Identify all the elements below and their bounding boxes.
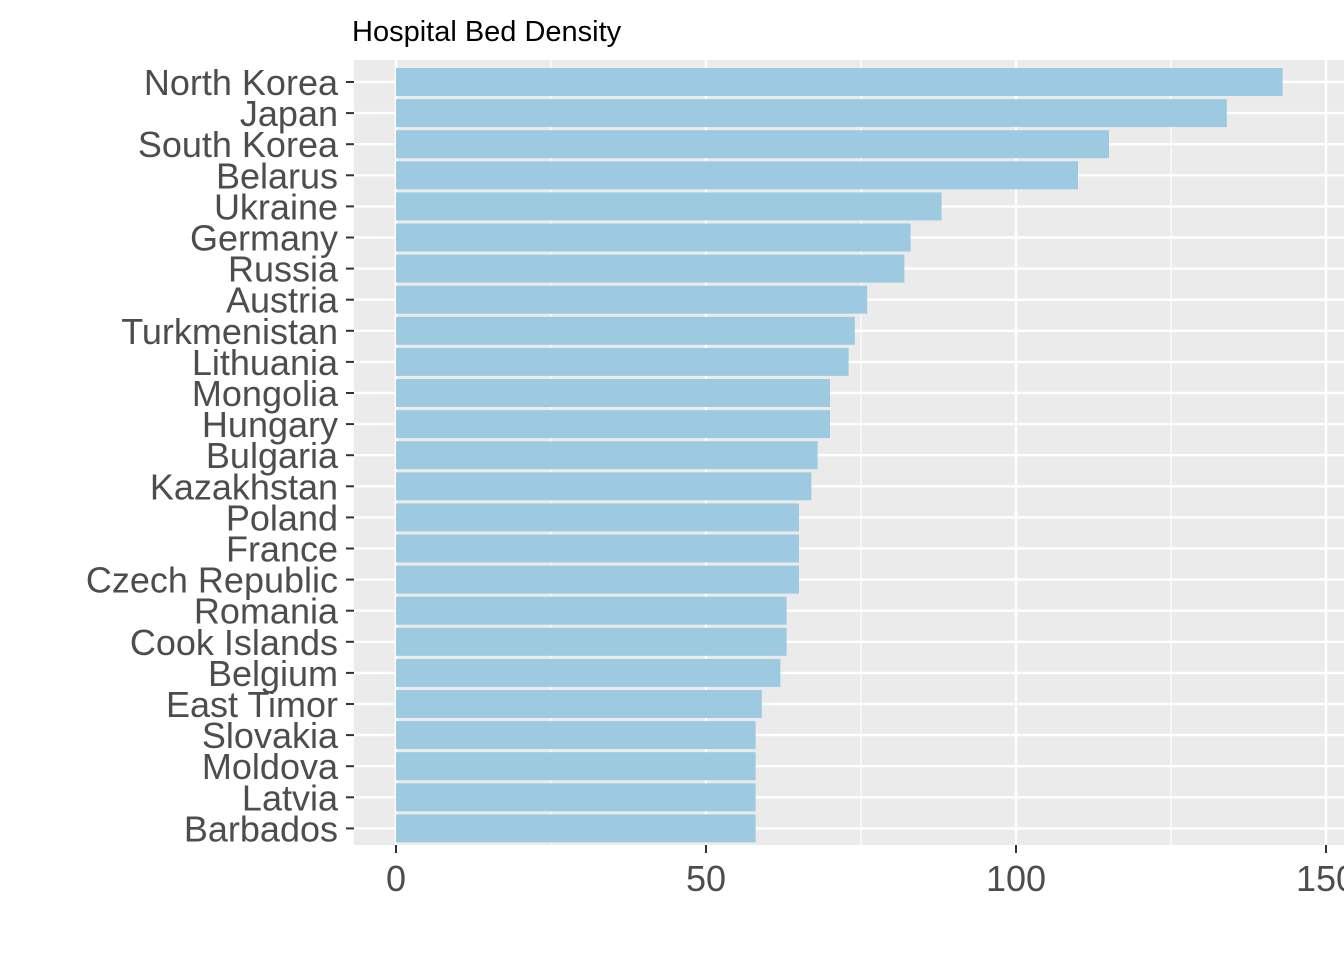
bar — [396, 627, 787, 656]
y-tick-label: Belarus — [216, 155, 338, 196]
bar — [396, 285, 868, 314]
bar — [396, 783, 756, 812]
y-tick-label: Russia — [228, 249, 339, 290]
y-tick-label: Germany — [190, 218, 338, 259]
y-tick-label: South Korea — [138, 124, 339, 165]
bar — [396, 565, 799, 594]
bars — [396, 68, 1283, 843]
y-tick-label: Bulgaria — [206, 435, 339, 476]
bar — [396, 721, 756, 750]
bar — [396, 441, 818, 470]
y-tick-label: Cook Islands — [130, 622, 338, 663]
y-tick-label: Ukraine — [214, 186, 338, 227]
bar — [396, 68, 1283, 96]
x-tick-label: 50 — [686, 858, 726, 899]
x-axis: 0 50 100 150 — [386, 845, 1344, 899]
y-tick-label: France — [226, 529, 338, 570]
bar — [396, 254, 905, 283]
bar — [396, 347, 849, 376]
bar — [396, 130, 1109, 159]
y-tick-label: Slovakia — [202, 715, 339, 756]
y-tick-label: Austria — [226, 280, 339, 321]
y-tick-label: Czech Republic — [86, 560, 338, 601]
y-tick-label: Lithuania — [192, 342, 339, 383]
x-tick-label: 150 — [1296, 858, 1344, 899]
bar — [396, 472, 812, 501]
x-tick-label: 0 — [386, 858, 406, 899]
bar — [396, 161, 1078, 190]
y-tick-label: Hungary — [202, 404, 338, 445]
y-tick-label: Turkmenistan — [121, 311, 338, 352]
bar — [396, 223, 911, 252]
y-tick-label: Japan — [240, 93, 338, 134]
y-tick-label: Romania — [194, 591, 339, 632]
bar — [396, 596, 787, 625]
bar — [396, 658, 781, 687]
bar — [396, 316, 855, 345]
x-tick-label: 100 — [986, 858, 1046, 899]
bar — [396, 410, 830, 439]
y-tick-label: East Timor — [166, 684, 338, 725]
bar — [396, 690, 762, 718]
y-tick-label: North Korea — [144, 62, 339, 103]
bar — [396, 814, 756, 843]
y-tick-label: Poland — [226, 497, 338, 538]
y-tick-label: Latvia — [242, 777, 339, 818]
bar — [396, 752, 756, 781]
y-tick-label: Mongolia — [192, 373, 339, 414]
bar — [396, 534, 799, 563]
y-tick-label: Barbados — [184, 808, 338, 849]
bar — [396, 379, 830, 407]
y-tick-label: Belgium — [208, 653, 338, 694]
y-tick-label: Kazakhstan — [150, 466, 338, 507]
y-tick-label: Moldova — [202, 746, 339, 787]
bar — [396, 503, 799, 532]
chart-title: Hospital Bed Density — [352, 16, 622, 48]
bar — [396, 99, 1227, 128]
bar — [396, 192, 942, 221]
